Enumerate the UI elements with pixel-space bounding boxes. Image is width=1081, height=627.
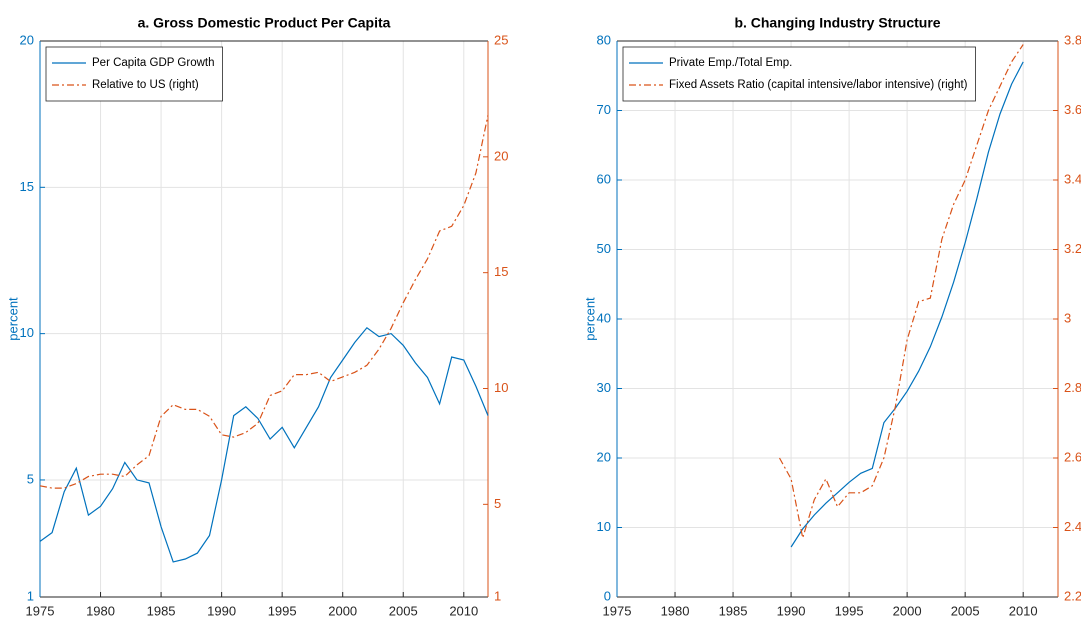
y-tick-label: 30 <box>597 380 611 395</box>
y-axis-label: percent <box>5 297 20 341</box>
legend: Private Emp./Total Emp. Fixed Assets Rati… <box>622 46 976 102</box>
y-tick-label: 20 <box>597 449 611 464</box>
legend-label: Per Capita GDP Growth <box>92 57 215 69</box>
y2-tick-label: 2.4 <box>1064 519 1081 534</box>
y-tick-label: 0 <box>604 588 611 603</box>
legend: Per Capita GDP Growth Relative to US (rig… <box>45 46 223 102</box>
y2-tick-label: 2.6 <box>1064 449 1081 464</box>
x-tick-label: 1980 <box>661 603 690 618</box>
x-tick-label: 1980 <box>86 603 115 618</box>
y-tick-label: 20 <box>20 32 34 47</box>
y2-tick-label: 25 <box>494 32 508 47</box>
x-tick-label: 2005 <box>951 603 980 618</box>
chart-title: a. Gross Domestic Product Per Capita <box>138 15 391 31</box>
x-tick-label: 2005 <box>389 603 418 618</box>
legend-label: Relative to US (right) <box>92 79 199 91</box>
y-tick-label: 50 <box>597 241 611 256</box>
y-tick-label: 40 <box>597 310 611 325</box>
y-tick-label: 70 <box>597 102 611 117</box>
data-line <box>790 61 1024 548</box>
legend-label: Private Emp./Total Emp. <box>669 57 792 69</box>
legend-box <box>622 46 976 102</box>
y2-tick-label: 20 <box>494 148 508 163</box>
data-line <box>39 114 489 489</box>
x-tick-label: 2010 <box>449 603 478 618</box>
y2-tick-label: 10 <box>494 380 508 395</box>
x-tick-label: 2000 <box>328 603 357 618</box>
x-tick-label: 1995 <box>835 603 864 618</box>
y2-tick-label: 3.6 <box>1064 102 1081 117</box>
x-tick-label: 2000 <box>893 603 922 618</box>
y-tick-label: 15 <box>20 179 34 194</box>
legend-box <box>45 46 223 102</box>
x-tick-label: 1990 <box>207 603 236 618</box>
x-tick-label: 2010 <box>1009 603 1038 618</box>
y-tick-label: 10 <box>20 325 34 340</box>
x-tick-label: 1985 <box>147 603 176 618</box>
y-tick-label: 1 <box>27 588 34 603</box>
y2-tick-label: 1 <box>494 588 501 603</box>
y-tick-label: 80 <box>597 32 611 47</box>
y-tick-label: 5 <box>27 471 34 486</box>
y2-tick-label: 3.2 <box>1064 241 1081 256</box>
y2-tick-label: 3.4 <box>1064 171 1081 186</box>
y2-tick-label: 2.2 <box>1064 588 1081 603</box>
x-tick-label: 1975 <box>603 603 632 618</box>
y2-tick-label: 3.8 <box>1064 32 1081 47</box>
y-tick-label: 10 <box>597 519 611 534</box>
x-tick-label: 1985 <box>719 603 748 618</box>
data-line <box>39 326 489 563</box>
data-line <box>778 44 1024 539</box>
x-tick-label: 1975 <box>26 603 55 618</box>
legend-label: Fixed Assets Ratio (capital intensive/la… <box>669 79 968 91</box>
y-tick-label: 60 <box>597 171 611 186</box>
y2-tick-label: 3 <box>1064 310 1071 325</box>
y-axis-label: percent <box>582 297 597 341</box>
x-tick-label: 1990 <box>777 603 806 618</box>
y2-tick-label: 5 <box>494 496 501 511</box>
x-tick-label: 1995 <box>268 603 297 618</box>
y2-tick-label: 2.8 <box>1064 380 1081 395</box>
chart-title: b. Changing Industry Structure <box>734 15 940 31</box>
y2-tick-label: 15 <box>494 264 508 279</box>
